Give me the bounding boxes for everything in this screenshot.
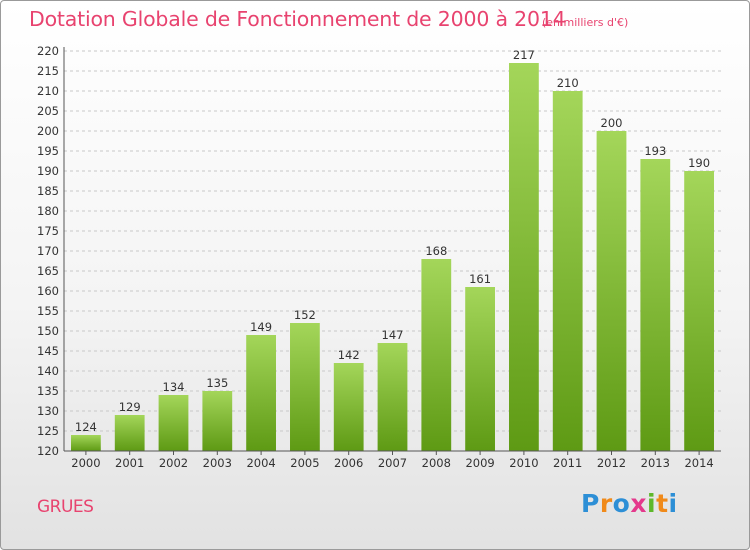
bar-2012 <box>596 131 627 451</box>
y-tick-label: 185 <box>37 184 59 198</box>
bar-2008 <box>421 259 452 451</box>
bar-value-label: 152 <box>294 308 316 322</box>
bar-2014 <box>684 171 714 451</box>
y-tick-label: 195 <box>37 144 59 158</box>
y-tick-label: 215 <box>37 64 59 78</box>
bar-value-label: 210 <box>557 76 579 90</box>
y-tick-label: 145 <box>37 344 59 358</box>
bar-2004 <box>246 335 276 451</box>
x-tick-label: 2013 <box>641 456 670 470</box>
bar-value-label: 135 <box>206 376 228 390</box>
bar-2007 <box>377 343 408 451</box>
bar-value-label: 142 <box>338 348 360 362</box>
x-tick-label: 2004 <box>246 456 275 470</box>
bar-value-label: 149 <box>250 320 272 334</box>
logo-letter: r <box>599 489 613 518</box>
bar-2013 <box>640 159 671 451</box>
y-tick-label: 165 <box>37 264 59 278</box>
y-tick-label: 160 <box>37 284 59 298</box>
proxiti-logo: Proxiti <box>581 489 678 518</box>
bar-value-label: 134 <box>163 380 185 394</box>
y-tick-label: 220 <box>37 44 59 58</box>
bar-value-label: 190 <box>688 156 710 170</box>
y-tick-label: 135 <box>37 384 59 398</box>
x-tick-label: 2007 <box>378 456 407 470</box>
x-tick-label: 2006 <box>334 456 363 470</box>
bar-2002 <box>158 395 189 451</box>
y-tick-label: 190 <box>37 164 59 178</box>
bar-2003 <box>202 391 233 451</box>
x-tick-label: 2014 <box>684 456 713 470</box>
bar-value-label: 168 <box>425 244 447 258</box>
x-tick-label: 2005 <box>290 456 319 470</box>
bar-2009 <box>465 287 495 451</box>
x-tick-label: 2000 <box>71 456 100 470</box>
x-tick-label: 2001 <box>115 456 144 470</box>
y-tick-label: 210 <box>37 84 59 98</box>
logo-letter: i <box>647 489 657 518</box>
x-tick-label: 2002 <box>159 456 188 470</box>
y-tick-label: 130 <box>37 404 59 418</box>
logo-letter: x <box>630 489 647 518</box>
x-tick-label: 2010 <box>509 456 538 470</box>
bar-value-label: 161 <box>469 272 491 286</box>
logo-letter: o <box>612 489 631 518</box>
commune-name: GRUES <box>37 497 94 517</box>
logo-letter: t <box>656 489 669 518</box>
bar-2011 <box>552 91 583 451</box>
y-tick-label: 150 <box>37 324 59 338</box>
bar-2010 <box>509 63 539 451</box>
x-tick-label: 2008 <box>422 456 451 470</box>
bar-value-label: 124 <box>75 420 97 434</box>
x-tick-label: 2011 <box>553 456 582 470</box>
bar-value-label: 147 <box>382 328 404 342</box>
y-tick-label: 125 <box>37 424 59 438</box>
logo-letter: i <box>668 489 678 518</box>
y-tick-label: 155 <box>37 304 59 318</box>
logo-letter: P <box>581 489 600 518</box>
bar-2006 <box>333 363 364 451</box>
bar-value-label: 217 <box>513 48 535 62</box>
chart-title: Dotation Globale de Fonctionnement de 20… <box>29 7 566 31</box>
bar-value-label: 129 <box>119 400 141 414</box>
bars: 124 129 134 135 149 152 142 147 168 161 217 210 200 1… <box>71 48 714 451</box>
x-tick-label: 2003 <box>203 456 232 470</box>
x-tick-label: 2009 <box>465 456 494 470</box>
y-tick-label: 170 <box>37 244 59 258</box>
y-tick-label: 180 <box>37 204 59 218</box>
y-tick-label: 205 <box>37 104 59 118</box>
axes: 120 125 130 135 140 145 150 155 160 165 170 175 180 1… <box>37 44 721 470</box>
y-tick-label: 120 <box>37 444 59 458</box>
x-tick-label: 2012 <box>597 456 626 470</box>
bar-2000 <box>71 435 101 451</box>
bar-2005 <box>290 323 320 451</box>
y-tick-label: 175 <box>37 224 59 238</box>
chart-unit-note: (en milliers d'€) <box>542 16 629 29</box>
bar-2001 <box>114 415 145 451</box>
y-tick-label: 140 <box>37 364 59 378</box>
y-tick-label: 200 <box>37 124 59 138</box>
bar-value-label: 193 <box>644 144 666 158</box>
bar-value-label: 200 <box>601 116 623 130</box>
